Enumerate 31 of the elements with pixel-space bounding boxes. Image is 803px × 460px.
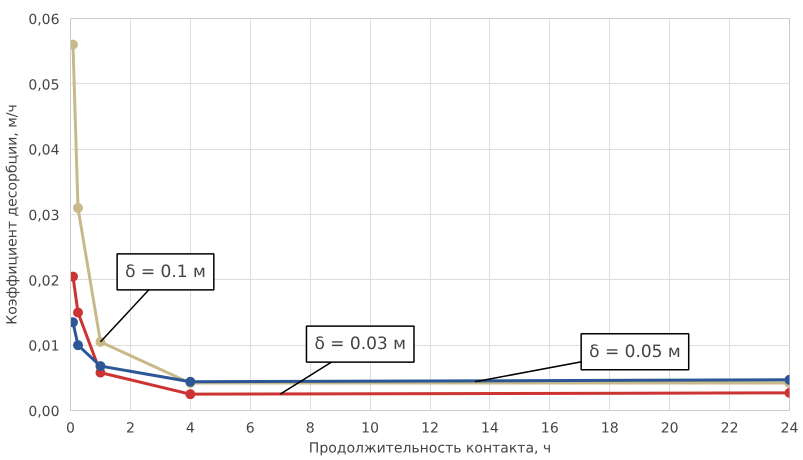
y-tick-label: 0,02 bbox=[28, 273, 60, 290]
x-tick-label: 22 bbox=[720, 420, 739, 436]
y-tick-label: 0,03 bbox=[28, 208, 60, 224]
x-tick-label: 20 bbox=[660, 420, 679, 436]
y-tick-label: 0,00 bbox=[28, 404, 60, 420]
annotation: δ = 0.1 м bbox=[125, 262, 206, 282]
x-tick-label: 0 bbox=[66, 420, 75, 436]
x-tick-label: 14 bbox=[481, 420, 499, 436]
x-tick-label: 12 bbox=[421, 420, 439, 436]
x-tick-label: 10 bbox=[361, 420, 380, 436]
point bbox=[95, 336, 106, 347]
x-tick-label: 16 bbox=[540, 420, 559, 436]
point bbox=[72, 202, 83, 213]
x-tick-label: 24 bbox=[780, 420, 798, 436]
y-tick-label: 0,06 bbox=[28, 12, 60, 28]
y-tick-label: 0,04 bbox=[28, 142, 60, 159]
y-tick-label: 0,01 bbox=[28, 338, 60, 355]
x-tick-label: 4 bbox=[186, 420, 195, 436]
point bbox=[185, 389, 196, 400]
point bbox=[72, 340, 83, 350]
x-axis-title: Продолжительность контакта, ч bbox=[308, 440, 552, 456]
point bbox=[95, 361, 106, 372]
point bbox=[72, 308, 83, 318]
y-tick-label: 0,05 bbox=[28, 77, 60, 94]
x-tick-label: 2 bbox=[126, 420, 135, 436]
annotation: δ = 0.03 м bbox=[314, 334, 406, 354]
x-tick-label: 6 bbox=[246, 420, 255, 436]
annotation: δ = 0.05 м bbox=[589, 342, 681, 362]
x-tick-label: 8 bbox=[306, 420, 315, 436]
y-axis-title: Коэффициент десорбции, м/ч bbox=[4, 104, 20, 325]
x-tick-label: 18 bbox=[600, 420, 619, 436]
